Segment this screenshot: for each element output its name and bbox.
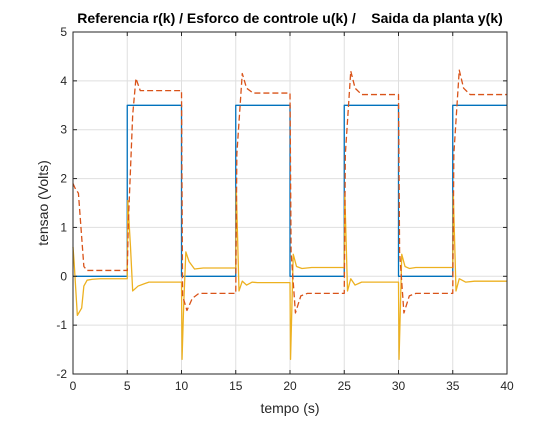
reference-series-line: [73, 104, 507, 277]
y-tick-label: 5: [60, 25, 67, 39]
x-tick-label: 10: [175, 379, 189, 393]
y-tick-label: 1: [60, 220, 67, 234]
y-tick-label: 3: [60, 123, 67, 137]
y-tick-label: -2: [56, 367, 67, 381]
y-axis-label: tensao (Volts): [35, 160, 51, 246]
x-axis-label: tempo (s): [260, 400, 319, 416]
y-tick-label: -1: [56, 318, 67, 332]
x-tick-label: 0: [70, 379, 77, 393]
y-tick-label: 2: [60, 172, 67, 186]
x-tick-label: 40: [500, 379, 514, 393]
series-layer: [72, 69, 507, 360]
x-tick-label: 30: [392, 379, 406, 393]
x-tick-label: 5: [124, 379, 131, 393]
y-tick-label: 4: [60, 74, 67, 88]
x-tick-label: 15: [229, 379, 243, 393]
x-tick-label: 20: [283, 379, 297, 393]
plant-output-series-line: [72, 187, 507, 360]
x-tick-label: 25: [338, 379, 352, 393]
ticks: 0 5 10 15 20 25 30 35 40 -2 -1 0 1 2 3 4 5: [56, 25, 514, 393]
y-tick-label: 0: [60, 269, 67, 283]
control-effort-series-line: [72, 69, 507, 314]
x-tick-label: 35: [446, 379, 460, 393]
chart-title: Referencia r(k) / Esforco de controle u(…: [77, 10, 503, 26]
